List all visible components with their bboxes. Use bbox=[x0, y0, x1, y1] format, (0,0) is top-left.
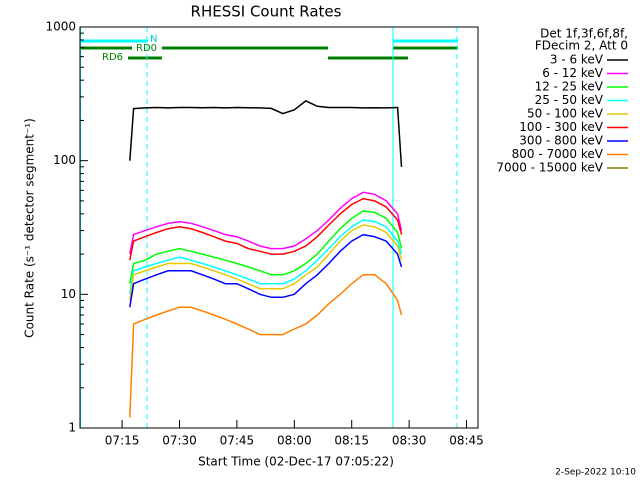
legend-label: 25 - 50 keV bbox=[535, 93, 604, 107]
x-tick-label: 07:15 bbox=[105, 434, 140, 448]
legend-label: 800 - 7000 keV bbox=[512, 147, 604, 161]
legend-label: 3 - 6 keV bbox=[550, 53, 604, 67]
legend-label: 100 - 300 keV bbox=[519, 120, 603, 134]
series-line bbox=[129, 219, 403, 295]
legend-label: 6 - 12 keV bbox=[542, 66, 604, 80]
x-tick-label: 07:45 bbox=[220, 434, 255, 448]
legend-label: 300 - 800 keV bbox=[519, 134, 603, 148]
y-axis-label: Count Rate (s⁻¹ detector segment⁻¹) bbox=[23, 118, 37, 338]
series-line bbox=[129, 274, 403, 418]
legend-header: FDecim 2, Att 0 bbox=[535, 39, 628, 53]
series-line bbox=[129, 191, 403, 255]
series-line bbox=[129, 100, 403, 167]
series-line bbox=[129, 197, 403, 261]
x-tick-label: 07:30 bbox=[162, 434, 197, 448]
chart-title: RHESSI Count Rates bbox=[191, 3, 342, 21]
y-tick-label: 1000 bbox=[45, 20, 76, 34]
flag-label: N bbox=[150, 34, 157, 45]
y-tick-label: 10 bbox=[61, 287, 76, 301]
x-axis-label: Start Time (02-Dec-17 07:05:22) bbox=[198, 455, 394, 469]
timestamp: 2-Sep-2022 10:10 bbox=[555, 468, 636, 478]
legend-label: 7000 - 15000 keV bbox=[496, 161, 603, 175]
series-line bbox=[129, 210, 403, 284]
plot-frame bbox=[79, 26, 479, 429]
series-line bbox=[129, 224, 403, 301]
legend-header: Det 1f,3f,6f,8f, bbox=[540, 27, 628, 41]
y-tick-label: 100 bbox=[53, 153, 76, 167]
x-tick-label: 08:45 bbox=[449, 434, 484, 448]
x-tick-label: 08:00 bbox=[277, 434, 312, 448]
legend-label: 12 - 25 keV bbox=[535, 80, 604, 94]
legend-label: 50 - 100 keV bbox=[527, 107, 604, 121]
series-line bbox=[129, 233, 403, 308]
x-tick-label: 08:30 bbox=[392, 434, 427, 448]
flag-label: RD6 bbox=[102, 52, 123, 63]
y-tick-label: 1 bbox=[68, 421, 76, 435]
x-tick-label: 08:15 bbox=[334, 434, 369, 448]
